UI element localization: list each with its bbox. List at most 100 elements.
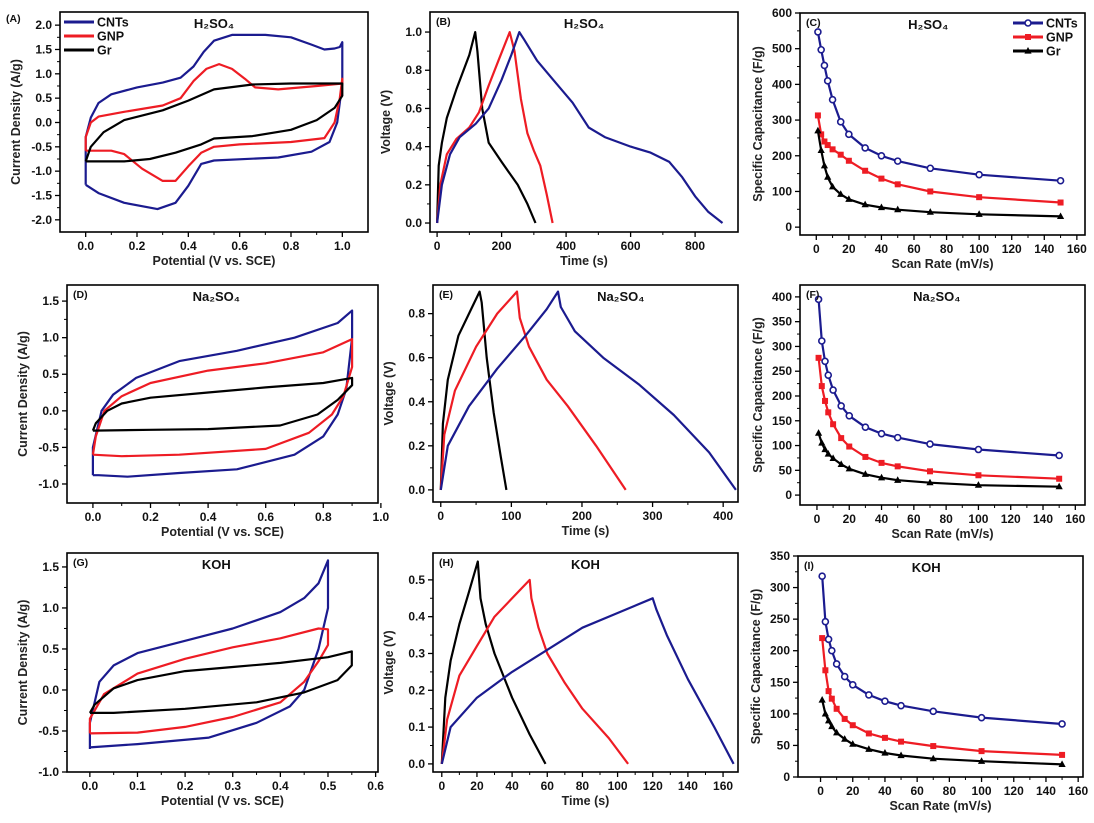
x-tick-label: 20 bbox=[846, 784, 860, 798]
data-point-gnp bbox=[881, 734, 888, 741]
y-axis-label: Current Density (A/g) bbox=[9, 59, 23, 185]
data-point-cnts bbox=[824, 371, 833, 379]
y-tick-label: 0.6 bbox=[405, 101, 422, 115]
data-point-gnp bbox=[975, 472, 982, 479]
data-point-gnp bbox=[1057, 199, 1064, 206]
data-point-cnts bbox=[814, 295, 823, 304]
y-tick-label: 0.2 bbox=[408, 439, 425, 453]
data-point-gr bbox=[977, 757, 986, 764]
data-point-gnp bbox=[927, 188, 934, 195]
x-tick-label: 0.3 bbox=[224, 779, 241, 793]
series-line-gr bbox=[439, 290, 508, 491]
data-point-gr bbox=[821, 445, 829, 453]
y-tick-label: 400 bbox=[772, 77, 792, 91]
x-axis-label: Time (s) bbox=[562, 794, 610, 808]
panel-label: (E) bbox=[439, 289, 453, 301]
legend-label: CNTs bbox=[97, 16, 129, 30]
x-axis-label: Scan Rate (mV/s) bbox=[889, 799, 991, 813]
data-point-cnts bbox=[861, 144, 869, 152]
data-point-gr bbox=[975, 210, 983, 217]
panel-title: H₂SO₄ bbox=[564, 16, 604, 31]
y-tick-label: 300 bbox=[772, 113, 792, 127]
data-point-cnts bbox=[881, 697, 889, 706]
data-point-gr bbox=[818, 439, 826, 446]
series-line-cnts bbox=[440, 597, 735, 765]
legend-label: GNP bbox=[97, 30, 124, 44]
series-line-gr bbox=[91, 376, 354, 432]
data-point-cnts bbox=[893, 157, 902, 165]
data-point-gr bbox=[824, 173, 832, 180]
y-tick-label: 0.8 bbox=[408, 307, 425, 321]
x-tick-label: 0 bbox=[814, 512, 821, 526]
data-point-gr bbox=[881, 749, 889, 756]
x-tick-label: 20 bbox=[842, 242, 856, 256]
data-point-gr bbox=[845, 464, 853, 472]
y-tick-label: 0 bbox=[785, 488, 792, 502]
panel-A: 0.0 0.2 0.4 0.6 0.8 1.0 -2.0 -1.5 -1.0 -0.5 0.0 0.5… bbox=[6, 11, 369, 268]
x-tick-label: 0.6 bbox=[257, 510, 274, 524]
data-point-gr bbox=[817, 146, 825, 154]
series-line-cnts bbox=[817, 299, 1060, 457]
data-point-cnts bbox=[926, 440, 934, 448]
panel-title: Na₂SO₄ bbox=[193, 289, 240, 304]
y-tick-label: 0.0 bbox=[42, 683, 59, 697]
x-axis-label: Potential (V vs. SCE) bbox=[161, 525, 284, 539]
data-point-gnp bbox=[825, 409, 832, 416]
data-point-cnts bbox=[828, 95, 837, 104]
series-line-cnts bbox=[816, 31, 1061, 182]
x-tick-label: 40 bbox=[878, 784, 892, 798]
y-tick-label: 0.5 bbox=[35, 91, 52, 105]
x-tick-label: 0.4 bbox=[200, 510, 217, 524]
x-tick-label: 0.6 bbox=[231, 239, 248, 253]
series-line-gr bbox=[88, 650, 353, 714]
x-tick-label: 20 bbox=[843, 512, 857, 526]
data-point-gnp bbox=[978, 748, 985, 755]
data-point-gnp bbox=[838, 435, 845, 442]
data-point-gr bbox=[926, 208, 934, 215]
data-point-gr bbox=[974, 481, 983, 488]
panel-title: H₂SO₄ bbox=[908, 17, 948, 32]
y-tick-label: -0.5 bbox=[38, 724, 59, 738]
panel-I: 0 20 40 60 80 100 120 140 160 0 50 100 150 200 250 300 3… bbox=[749, 549, 1089, 813]
x-axis-label: Time (s) bbox=[562, 524, 610, 538]
plot-series bbox=[439, 290, 737, 491]
x-tick-label: 0 bbox=[813, 242, 820, 256]
data-point-cnts bbox=[817, 45, 825, 54]
x-axis-label: Scan Rate (mV/s) bbox=[891, 527, 993, 541]
panel-D: 0.0 0.2 0.4 0.6 0.8 1.0 -1.0 -0.5 0.0 0.5 1.0 1.5 Po… bbox=[16, 284, 390, 539]
y-tick-label: 250 bbox=[770, 612, 790, 626]
plot-series bbox=[88, 559, 353, 749]
x-tick-label: 1.0 bbox=[334, 239, 351, 253]
data-point-cnts bbox=[865, 691, 873, 699]
legend-label: Gr bbox=[1046, 45, 1061, 59]
series-line-gr bbox=[817, 432, 1060, 488]
y-tick-label: 0.0 bbox=[405, 216, 422, 230]
y-axis-label: Voltage (V) bbox=[382, 630, 396, 694]
data-point-cnts bbox=[832, 660, 841, 668]
data-point-gr bbox=[824, 449, 832, 457]
data-point-gnp bbox=[824, 142, 831, 149]
y-tick-label: 250 bbox=[772, 364, 792, 378]
y-tick-label: 2.0 bbox=[35, 18, 52, 32]
series-line-gr bbox=[84, 82, 344, 163]
data-point-cnts bbox=[877, 429, 886, 438]
x-tick-label: 400 bbox=[713, 509, 733, 523]
panel-F: 0 20 40 60 80 100 120 140 160 0 50 100 150 200 250 300 3… bbox=[751, 284, 1086, 541]
data-point-cnts bbox=[821, 357, 829, 366]
axes-frame bbox=[432, 284, 739, 503]
x-tick-label: 60 bbox=[910, 784, 924, 798]
data-point-cnts bbox=[929, 707, 938, 716]
y-tick-label: 0.0 bbox=[42, 404, 59, 418]
panel-B: 0 200 400 600 800 0.0 0.2 0.4 0.6 0.8 1.0 Time (s) V… bbox=[379, 11, 739, 268]
data-point-gr bbox=[828, 182, 837, 190]
data-point-cnts bbox=[861, 423, 870, 432]
series-line-cnts bbox=[821, 576, 1063, 726]
data-point-cnts bbox=[977, 713, 986, 722]
x-tick-label: 60 bbox=[907, 242, 921, 256]
data-point-gnp bbox=[818, 383, 825, 390]
data-point-gr bbox=[828, 722, 836, 730]
x-tick-label: 0.1 bbox=[129, 779, 146, 793]
panel-label: (B) bbox=[436, 16, 451, 28]
panel-label: (D) bbox=[73, 289, 88, 301]
data-point-cnts bbox=[817, 337, 826, 345]
